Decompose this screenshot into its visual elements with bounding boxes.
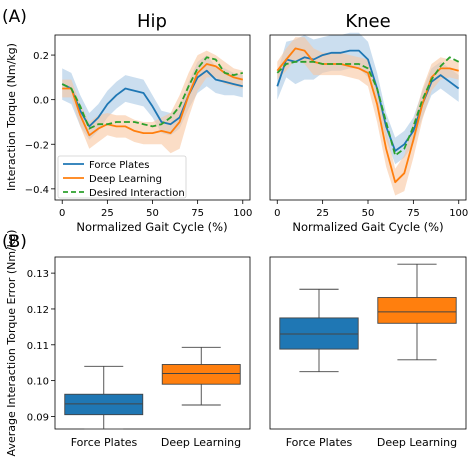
box-x-label-deep-learning-right: Deep Learning: [377, 436, 457, 449]
hip-x-tick-label: 25: [101, 208, 114, 219]
knee-x-tick-label: 50: [362, 208, 375, 219]
hip-y-tick-label: −0.4: [25, 185, 49, 196]
box-panel-left: 0.09 0.10 0.11 0.12 0.13 Force Plates Deep L…: [5, 230, 251, 457]
box-x-label-deep-learning-left: Deep Learning: [161, 436, 241, 449]
box-x-label-force-plates-right: Force Plates: [286, 436, 353, 449]
box-left-axes-frame: [54, 256, 251, 430]
box-x-label-force-plates-left: Force Plates: [71, 436, 138, 449]
box-left-plot: [64, 346, 241, 430]
knee-panel: Knee 0 25 50 75 100 Normalized Gait Cycle (%…: [269, 11, 468, 234]
hip-y-axis-label: Interaction Torque (Nm/kg): [5, 43, 18, 191]
hip-y-tick-label: 0.2: [33, 51, 49, 62]
box-left-y-tick-label: 0.12: [27, 305, 49, 316]
hip-x-tick-label: 50: [146, 208, 159, 219]
hip-x-ticks: 0 25 50 75 100: [59, 200, 252, 219]
legend-label-desired-interaction: Desired Interaction: [89, 188, 185, 199]
knee-lines: [276, 47, 460, 184]
box-left-box-deep-learning: [161, 364, 241, 385]
box-right-plot: [279, 263, 457, 373]
box-right-axes-frame: [269, 256, 467, 430]
box-left-y-tick-label: 0.13: [27, 269, 49, 280]
legend: Force Plates Deep Learning Desired Inter…: [57, 155, 187, 199]
box-left-y-tick-label: 0.11: [27, 341, 49, 352]
legend-box: [57, 155, 187, 199]
box-left-y-tick-label: 0.10: [27, 377, 49, 388]
box-left-y-ticks: 0.09 0.10 0.11 0.12 0.13: [27, 269, 55, 423]
hip-y-ticks: 0.2 0.0 −0.2 −0.4: [25, 51, 55, 196]
knee-x-axis-label: Normalized Gait Cycle (%): [292, 220, 443, 234]
knee-x-tick-label: 75: [407, 208, 420, 219]
hip-lines: [61, 56, 244, 137]
hip-panel: Hip 0.2 0.0 −0.2 −0.4 0 25 50 75 100 Normalized…: [5, 11, 252, 234]
box-right-box-force-plates: [279, 317, 359, 350]
knee-line-desired-interaction: [276, 56, 460, 157]
panel-label-a: (A): [2, 7, 27, 27]
hip-title: Hip: [137, 11, 167, 32]
box-y-axis-label: Average Interaction Torque Error (Nm/kg): [5, 230, 18, 457]
box-right-box-deep-learning: [377, 297, 457, 324]
legend-label-force-plates: Force Plates: [89, 160, 149, 171]
knee-x-tick-label: 0: [274, 208, 280, 219]
knee-x-tick-label: 100: [449, 208, 468, 219]
knee-band-deep-learning: [277, 37, 459, 196]
knee-title: Knee: [345, 11, 390, 32]
panel-label-b: (B): [2, 232, 27, 252]
knee-x-tick-label: 25: [316, 208, 329, 219]
hip-y-tick-label: −0.2: [25, 140, 49, 151]
knee-line-force-plates: [276, 49, 460, 152]
knee-x-ticks: 0 25 50 75 100: [274, 200, 468, 219]
hip-x-tick-label: 0: [59, 208, 65, 219]
box-left-box-force-plates: [64, 393, 144, 416]
legend-label-deep-learning: Deep Learning: [89, 174, 162, 185]
hip-y-tick-label: 0.0: [33, 96, 49, 107]
box-left-y-tick-label: 0.09: [27, 412, 49, 423]
hip-x-tick-label: 75: [191, 208, 204, 219]
box-panel-right: Force Plates Deep Learning: [269, 256, 467, 449]
hip-x-axis-label: Normalized Gait Cycle (%): [76, 220, 227, 234]
hip-line-force-plates: [61, 69, 244, 128]
hip-line-deep-learning: [62, 63, 244, 137]
hip-x-tick-label: 100: [233, 208, 252, 219]
hip-line-desired-interaction: [61, 56, 244, 130]
